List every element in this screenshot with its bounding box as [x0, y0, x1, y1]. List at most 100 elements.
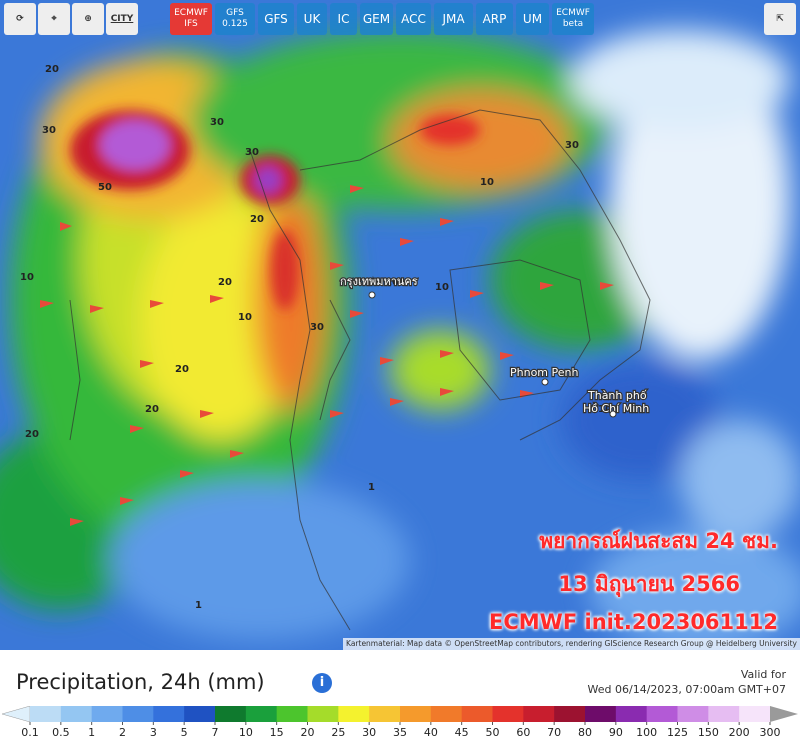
legend-label: 10	[239, 726, 253, 739]
contour-label: 30	[210, 117, 224, 128]
legend-label: 60	[516, 726, 530, 739]
legend-below	[1, 706, 31, 723]
refresh-button[interactable]: ⟳	[4, 3, 36, 35]
legend-label: 0.1	[21, 726, 39, 739]
legend-label: 80	[578, 726, 592, 739]
contour-label: 10	[598, 404, 612, 415]
legend-swatch	[615, 706, 648, 722]
model-button[interactable]: GEM	[360, 3, 393, 35]
model-label: IC	[337, 11, 350, 26]
legend-above	[770, 706, 798, 722]
legend-label: 15	[270, 726, 284, 739]
model-label: ECMWF	[556, 8, 590, 18]
legend-swatch	[122, 706, 154, 722]
zoom-button[interactable]: ⊕	[72, 3, 104, 35]
legend-label: 100	[636, 726, 657, 739]
legend-swatch	[60, 706, 93, 722]
model-button[interactable]: UM	[516, 3, 549, 35]
contour-label: 20	[145, 404, 159, 415]
contour-label: 30	[565, 140, 579, 151]
legend-label: 70	[547, 726, 561, 739]
contour-label: 10	[385, 277, 399, 288]
info-panel: Precipitation, 24h (mm) i Valid for Wed …	[0, 650, 800, 748]
legend-label: 25	[331, 726, 345, 739]
valid-time: Wed 06/14/2023, 07:00am GMT+07	[587, 683, 786, 696]
location-button[interactable]: ⌖	[38, 3, 70, 35]
legend-label: 1	[88, 726, 95, 739]
legend-swatch	[153, 706, 185, 722]
contour-label: 20	[45, 64, 59, 75]
legend-swatch	[523, 706, 555, 722]
legend-label: 40	[424, 726, 438, 739]
legend-swatch	[554, 706, 586, 722]
model-button[interactable]: JMA	[434, 3, 473, 35]
contour-label: 50	[98, 182, 112, 193]
legend-label: 90	[609, 726, 623, 739]
legend-swatch	[30, 706, 62, 722]
model-button[interactable]: ECMWF IFS	[170, 3, 212, 35]
legend-label: 200	[729, 726, 750, 739]
contour-label: 20	[250, 214, 264, 225]
model-label: ECMWF	[174, 8, 208, 18]
contour-label: 20	[25, 429, 39, 440]
contour-label: 1	[195, 600, 202, 611]
model-button[interactable]: ARP	[476, 3, 513, 35]
place-label: Thành phố	[587, 389, 647, 402]
model-button[interactable]: GFS 0.125	[215, 3, 255, 35]
legend-label: 35	[393, 726, 407, 739]
city-button[interactable]: CITY	[106, 3, 138, 35]
legend-swatch	[184, 706, 216, 722]
legend-label: 45	[455, 726, 469, 739]
legend-swatch	[307, 706, 339, 722]
legend-swatch	[91, 706, 123, 722]
legend-swatch	[492, 706, 524, 722]
contour-label: 10	[238, 312, 252, 323]
valid-label: Valid for	[740, 668, 786, 681]
legend-swatch	[708, 706, 740, 722]
legend-swatch	[400, 706, 432, 722]
legend-label: 150	[698, 726, 719, 739]
legend-label: 5	[181, 726, 188, 739]
contour-label: 10	[20, 272, 34, 283]
overlay-text: พยากรณ์ฝนสะสม 24 ชม.	[539, 529, 778, 553]
legend-swatch	[338, 706, 370, 722]
color-legend: 0.1 0.5 1 2 3 5 7 10 15 20 25 30 35 40 45 50 60 70 80 90 100…	[1, 706, 798, 739]
model-button[interactable]: ECMWF beta	[552, 3, 594, 35]
legend-swatch	[739, 706, 771, 722]
contour-label: 30	[245, 147, 259, 158]
legend-label: 30	[362, 726, 376, 739]
model-button[interactable]: IC	[330, 3, 357, 35]
model-label: IFS	[184, 19, 198, 29]
legend-label: 3	[150, 726, 157, 739]
model-label: 0.125	[222, 19, 248, 29]
legend-swatch	[461, 706, 493, 722]
contour-label: 20	[175, 364, 189, 375]
info-button[interactable]: i	[312, 673, 332, 693]
attribution: Kartenmaterial: Map data © OpenStreetMap…	[343, 638, 800, 650]
place-label: Hồ Chí Minh	[583, 402, 649, 415]
legend-swatch	[215, 706, 247, 722]
legend-swatch	[276, 706, 308, 722]
contour-label: 20	[218, 277, 232, 288]
legend-swatch	[646, 706, 678, 722]
legend-swatch	[585, 706, 617, 722]
legend-label: 2	[119, 726, 126, 739]
contour-label: 10	[435, 282, 449, 293]
model-label: GFS	[226, 8, 244, 18]
model-button[interactable]: UK	[297, 3, 327, 35]
contour-label: 1	[368, 482, 375, 493]
panel-title: Precipitation, 24h (mm)	[16, 670, 265, 694]
contour-label: 10	[480, 177, 494, 188]
overlay-text: 13 มิถุนายน 2566	[558, 572, 740, 596]
share-button[interactable]: ⇱	[764, 3, 796, 35]
legend-swatch	[677, 706, 709, 722]
legend-swatch	[430, 706, 463, 722]
model-label: JMA	[442, 11, 465, 26]
legend-label: 0.5	[52, 726, 70, 739]
model-label: beta	[562, 19, 584, 29]
model-label: UM	[522, 11, 543, 26]
model-button[interactable]: ACC	[396, 3, 431, 35]
model-label: UK	[303, 11, 321, 26]
model-button[interactable]: GFS	[258, 3, 294, 35]
